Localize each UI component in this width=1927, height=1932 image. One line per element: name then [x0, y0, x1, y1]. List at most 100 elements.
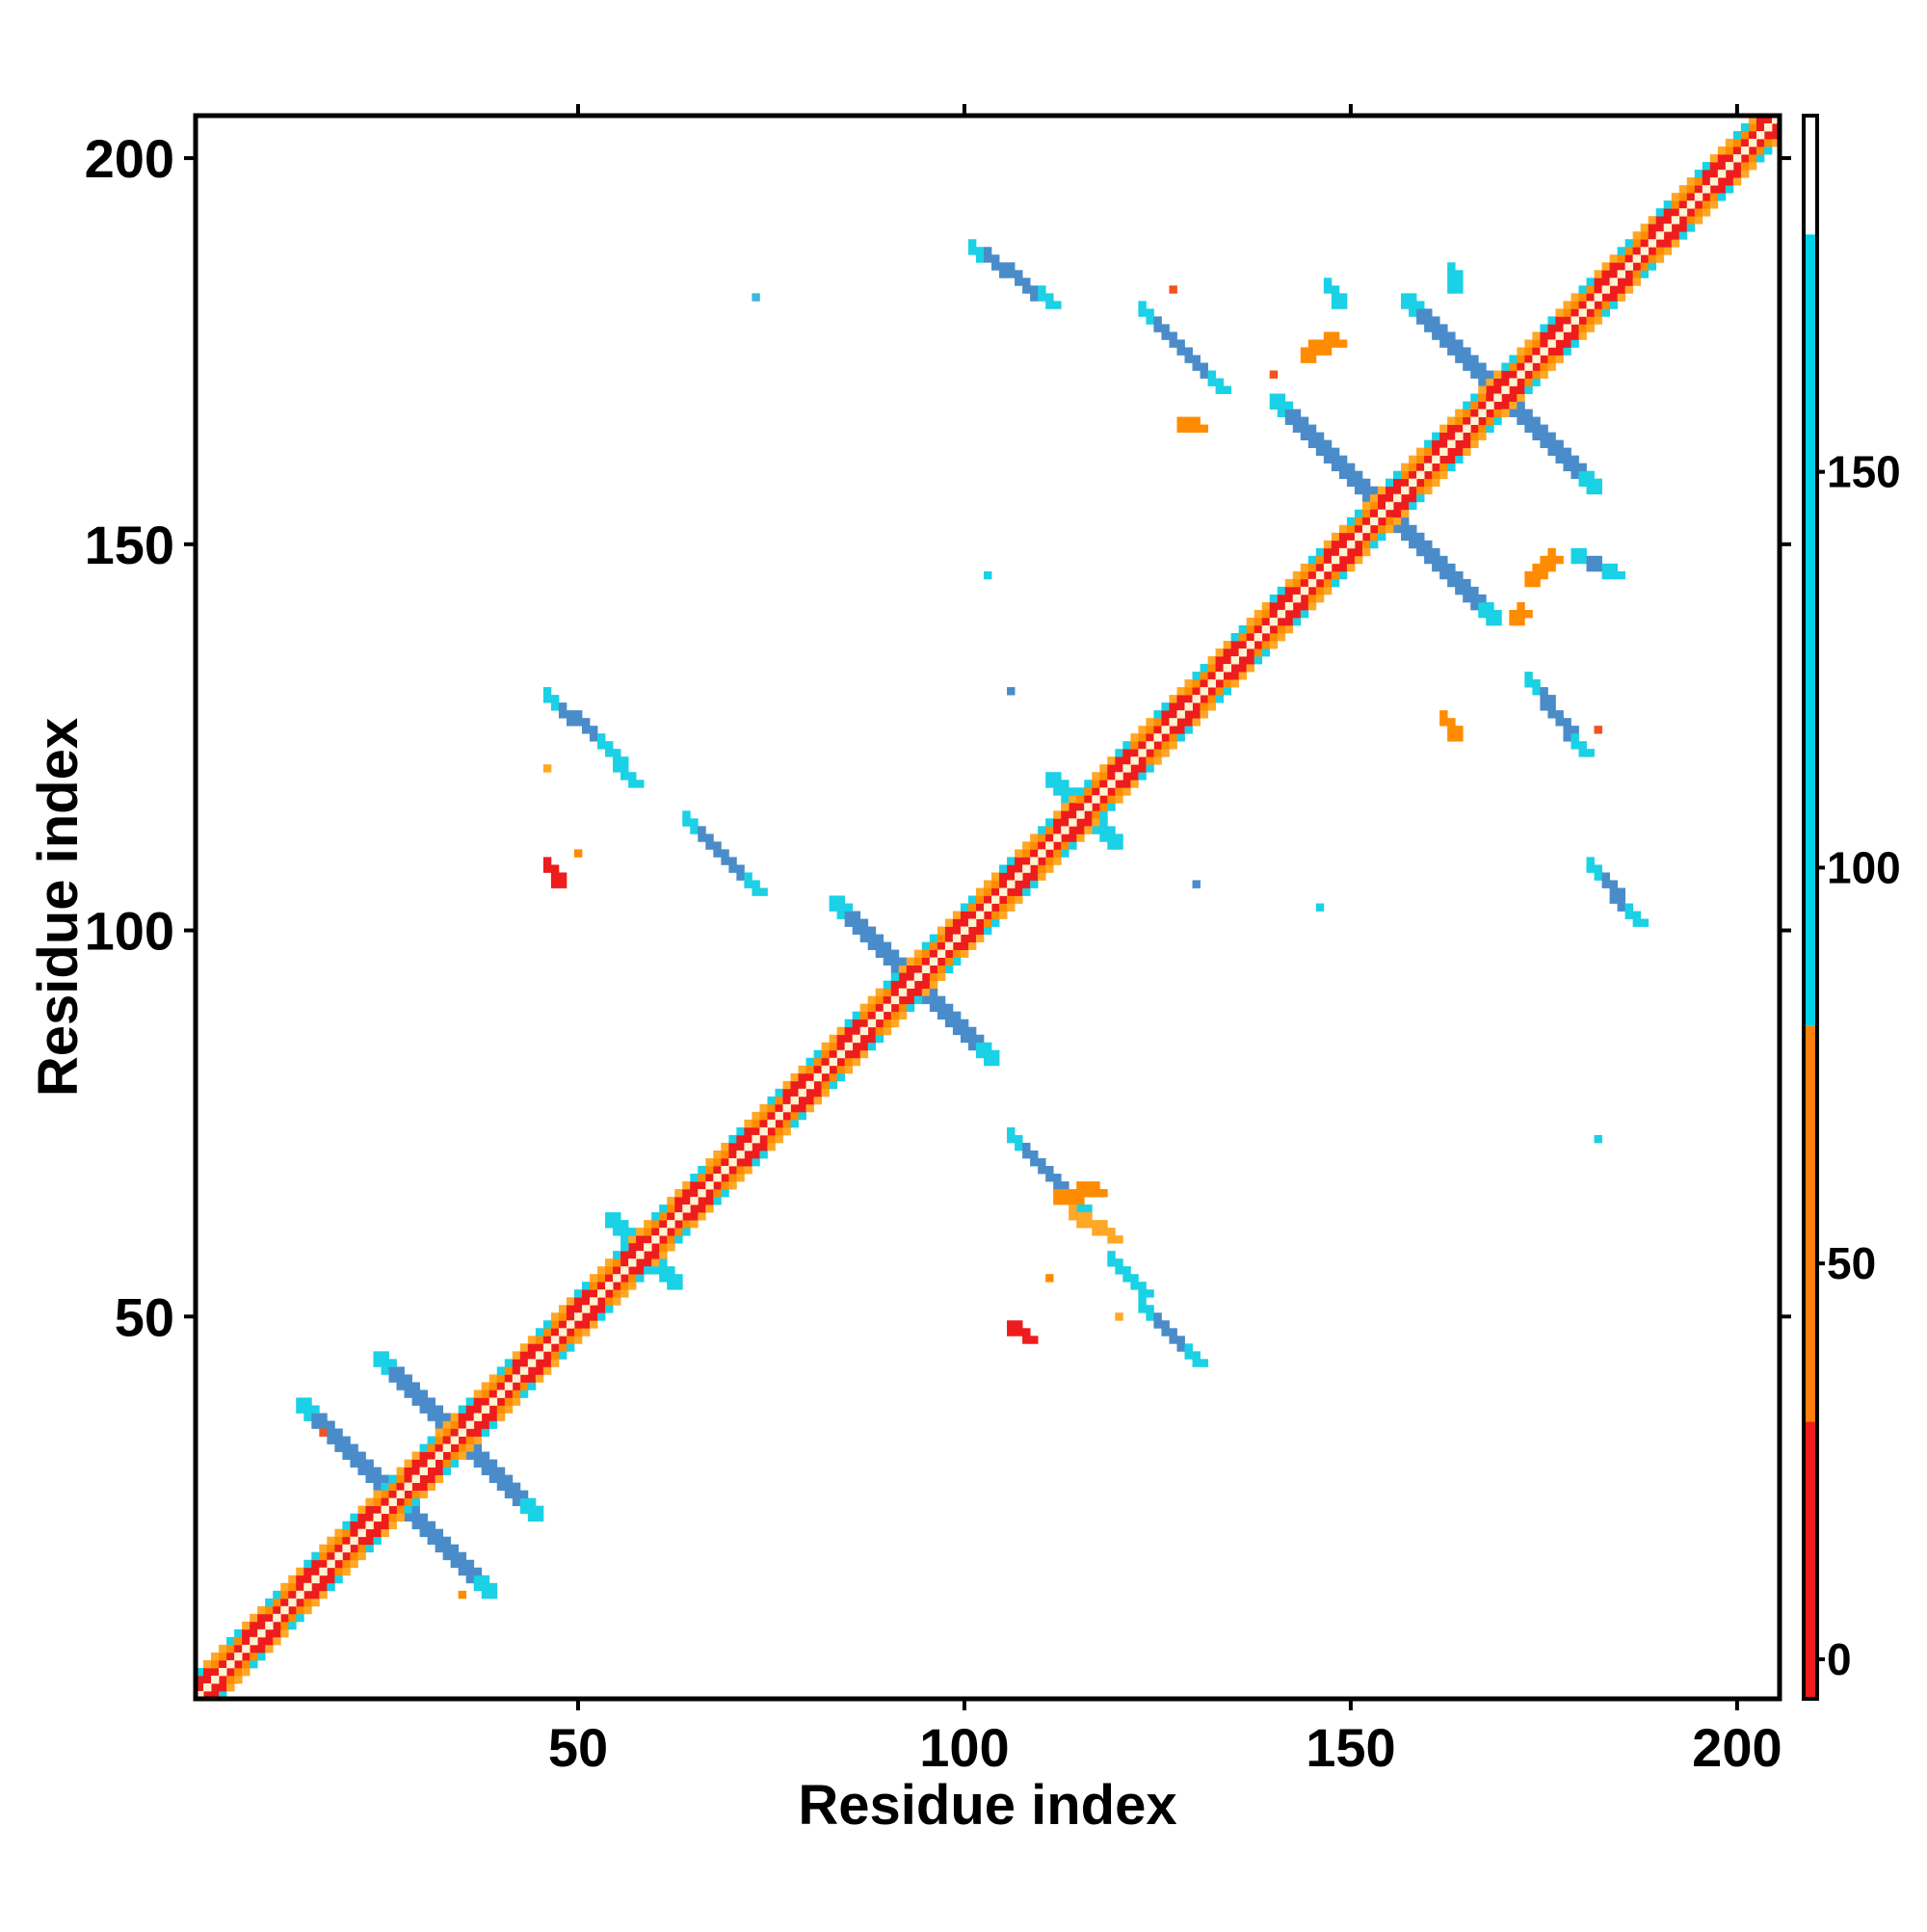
heat-cell	[667, 1197, 675, 1205]
heat-cell	[1717, 162, 1727, 171]
heat-cell	[1115, 1258, 1123, 1267]
heat-cell	[913, 949, 923, 958]
heat-cell	[1346, 463, 1356, 472]
heat-cell	[334, 1575, 343, 1584]
heat-cell	[1338, 301, 1348, 309]
heat-cell	[1315, 563, 1325, 572]
heat-cell	[435, 1405, 444, 1414]
diagonal-cell	[435, 1451, 444, 1460]
heat-cell	[944, 965, 954, 974]
heat-cell	[1115, 795, 1123, 804]
heat-cell	[975, 1049, 985, 1059]
heat-cell	[334, 1428, 343, 1437]
heat-cell	[728, 857, 737, 865]
heat-cell	[1169, 726, 1177, 734]
heat-cell	[952, 918, 962, 927]
heat-cell	[1401, 293, 1410, 302]
heat-cell	[1022, 880, 1031, 888]
heat-cell	[767, 1142, 776, 1151]
diagonal-cell	[736, 1150, 745, 1159]
heat-cell	[1632, 918, 1642, 927]
heat-cell	[1447, 463, 1456, 472]
heat-cell	[1215, 679, 1224, 688]
heat-cell	[590, 733, 598, 742]
heat-cell	[937, 1003, 946, 1013]
heat-cell	[373, 1536, 382, 1546]
heat-cell	[1115, 764, 1123, 773]
heat-cell	[1416, 455, 1425, 464]
heat-cell	[890, 949, 900, 958]
heat-cell	[1338, 570, 1348, 580]
heat-cell	[1184, 1343, 1193, 1352]
heat-cell	[1524, 370, 1533, 379]
heat-cell	[713, 849, 722, 858]
heat-cell	[558, 1336, 568, 1344]
diagonal-cell	[613, 1274, 621, 1283]
heat-cell	[1099, 826, 1108, 834]
heat-cell	[304, 1413, 312, 1421]
heat-cell	[1678, 231, 1688, 240]
heat-cell	[952, 1019, 962, 1028]
heat-cell	[1455, 339, 1464, 348]
heat-cell	[1463, 416, 1471, 425]
heat-cell	[844, 918, 854, 927]
heat-cell	[304, 1590, 312, 1600]
heat-cell	[1022, 1142, 1031, 1151]
heat-cell	[967, 926, 977, 935]
heat-cell	[813, 1057, 822, 1067]
heat-cell	[1269, 370, 1279, 379]
heat-cell	[999, 880, 1008, 888]
heat-cell	[898, 957, 908, 966]
heat-cell	[613, 756, 621, 765]
diagonal-cell	[1478, 409, 1487, 417]
heat-cell	[674, 1228, 683, 1236]
heat-cell	[1192, 1351, 1201, 1360]
heat-cell	[342, 1521, 351, 1530]
heat-cell	[357, 1551, 366, 1561]
heat-cell	[651, 1220, 660, 1229]
heat-cell	[219, 1682, 227, 1692]
heat-cell	[1601, 278, 1610, 286]
heat-cell	[573, 1328, 583, 1337]
heat-cell	[411, 1513, 420, 1522]
heat-cell	[667, 1274, 675, 1283]
heat-cell	[1038, 834, 1046, 842]
heat-cell	[967, 903, 977, 912]
diagonal-cell	[798, 1088, 806, 1098]
heat-cell	[1694, 216, 1703, 225]
diagonal-cell	[1315, 570, 1325, 580]
heat-cell	[1138, 772, 1147, 781]
diagonal-cell	[1377, 509, 1386, 518]
heat-cell	[937, 934, 946, 942]
heat-cell	[1107, 787, 1116, 796]
heat-cell	[411, 1459, 420, 1468]
heat-cell	[1624, 911, 1634, 919]
heat-cell	[411, 1467, 420, 1475]
heat-cell	[1509, 617, 1518, 626]
heat-cell	[1138, 1282, 1147, 1290]
heat-cell	[1571, 470, 1579, 480]
heat-cell	[1107, 834, 1116, 842]
heat-cell	[203, 1675, 212, 1684]
heat-cell	[1393, 478, 1402, 488]
heat-cell	[674, 1204, 683, 1213]
heat-cell	[1038, 1157, 1046, 1167]
heat-cell	[1439, 324, 1448, 332]
heat-cell	[1609, 270, 1618, 278]
heat-cell	[1292, 416, 1302, 425]
heat-cell	[327, 1582, 335, 1592]
heat-cell	[1346, 563, 1356, 572]
heat-cell	[1478, 594, 1487, 603]
heat-cell	[496, 1482, 506, 1491]
heat-cell	[1138, 301, 1147, 309]
heat-cell	[573, 849, 583, 858]
heat-cell	[991, 918, 1000, 927]
diagonal-cell	[674, 1212, 683, 1221]
heat-cell	[1555, 339, 1564, 348]
heat-cell	[967, 911, 977, 919]
heat-cell	[1578, 293, 1587, 302]
heat-cell	[960, 918, 969, 927]
heat-cell	[1563, 718, 1571, 727]
heat-cell	[504, 1389, 514, 1398]
heat-cell	[481, 1459, 490, 1468]
